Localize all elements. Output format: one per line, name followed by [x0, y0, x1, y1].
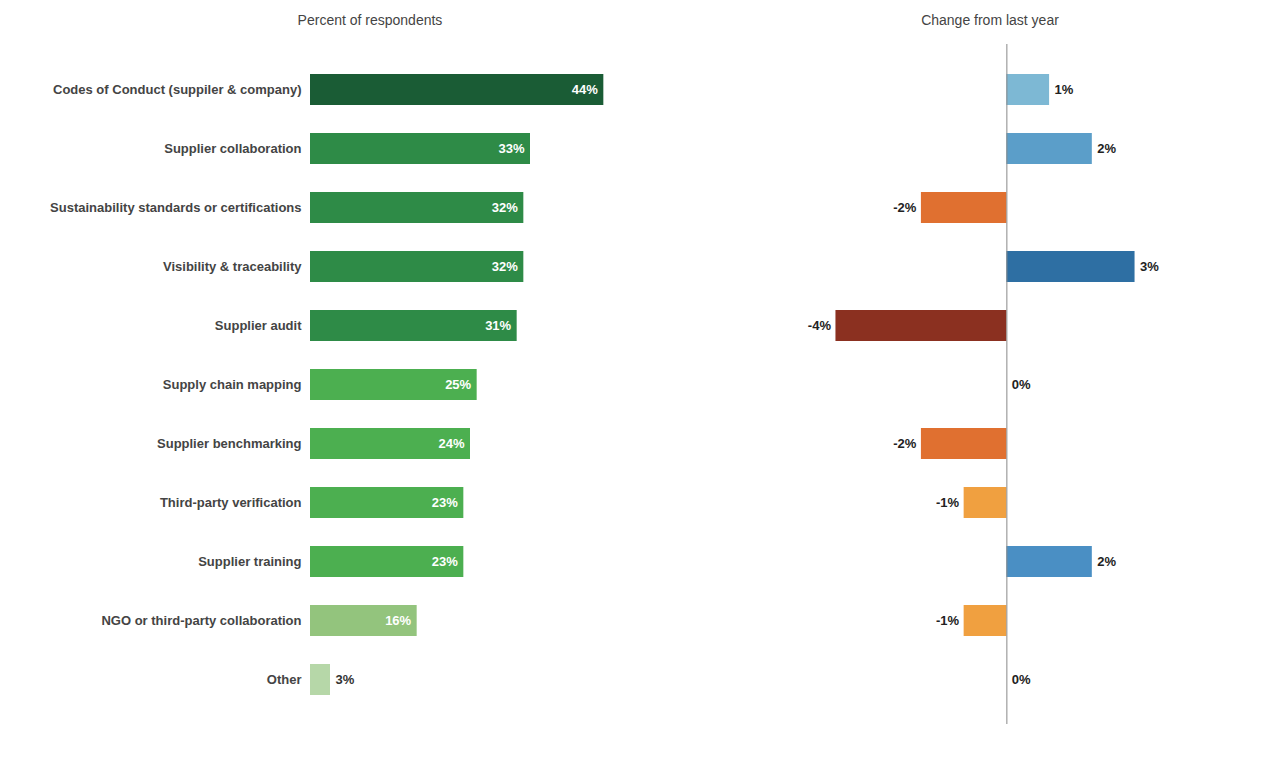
svg-text:-1%: -1% [936, 613, 960, 628]
svg-text:Third-party verification: Third-party verification [160, 495, 302, 510]
svg-text:Supplier collaboration: Supplier collaboration [164, 141, 301, 156]
svg-text:Sustainability standards or ce: Sustainability standards or certificatio… [50, 200, 301, 215]
svg-text:31%: 31% [485, 318, 511, 333]
svg-text:2%: 2% [1097, 554, 1116, 569]
svg-text:Supplier training: Supplier training [198, 554, 301, 569]
svg-text:3%: 3% [1140, 259, 1159, 274]
svg-text:23%: 23% [432, 554, 458, 569]
html-text:Percent of respondents: Percent of respondents [297, 12, 443, 28]
svg-text:44%: 44% [572, 82, 598, 97]
svg-text:16%: 16% [385, 613, 411, 628]
svg-text:-4%: -4% [808, 318, 832, 333]
svg-text:25%: 25% [445, 377, 471, 392]
svg-text:Supplier audit: Supplier audit [215, 318, 302, 333]
svg-text:Other: Other [267, 672, 302, 687]
svg-text:Codes of Conduct (suppiler & c: Codes of Conduct (suppiler & company) [53, 82, 301, 97]
html-text:Change from last year: Change from last year [921, 12, 1059, 28]
svg-text:33%: 33% [498, 141, 524, 156]
svg-text:3%: 3% [336, 672, 355, 687]
svg-text:-1%: -1% [936, 495, 960, 510]
svg-text:2%: 2% [1097, 141, 1116, 156]
svg-text:23%: 23% [432, 495, 458, 510]
svg-text:-2%: -2% [893, 436, 917, 451]
svg-text:Visibility & traceability: Visibility & traceability [163, 259, 302, 274]
svg-text:NGO or third-party collaborati: NGO or third-party collaboration [101, 613, 301, 628]
svg-text:-2%: -2% [893, 200, 917, 215]
svg-text:Supplier benchmarking: Supplier benchmarking [157, 436, 302, 451]
svg-text:24%: 24% [438, 436, 464, 451]
svg-text:0%: 0% [1012, 672, 1031, 687]
svg-text:0%: 0% [1012, 377, 1031, 392]
svg-text:Supply chain mapping: Supply chain mapping [163, 377, 302, 392]
svg-text:1%: 1% [1055, 82, 1074, 97]
svg-text:32%: 32% [492, 200, 518, 215]
svg-text:32%: 32% [492, 259, 518, 274]
